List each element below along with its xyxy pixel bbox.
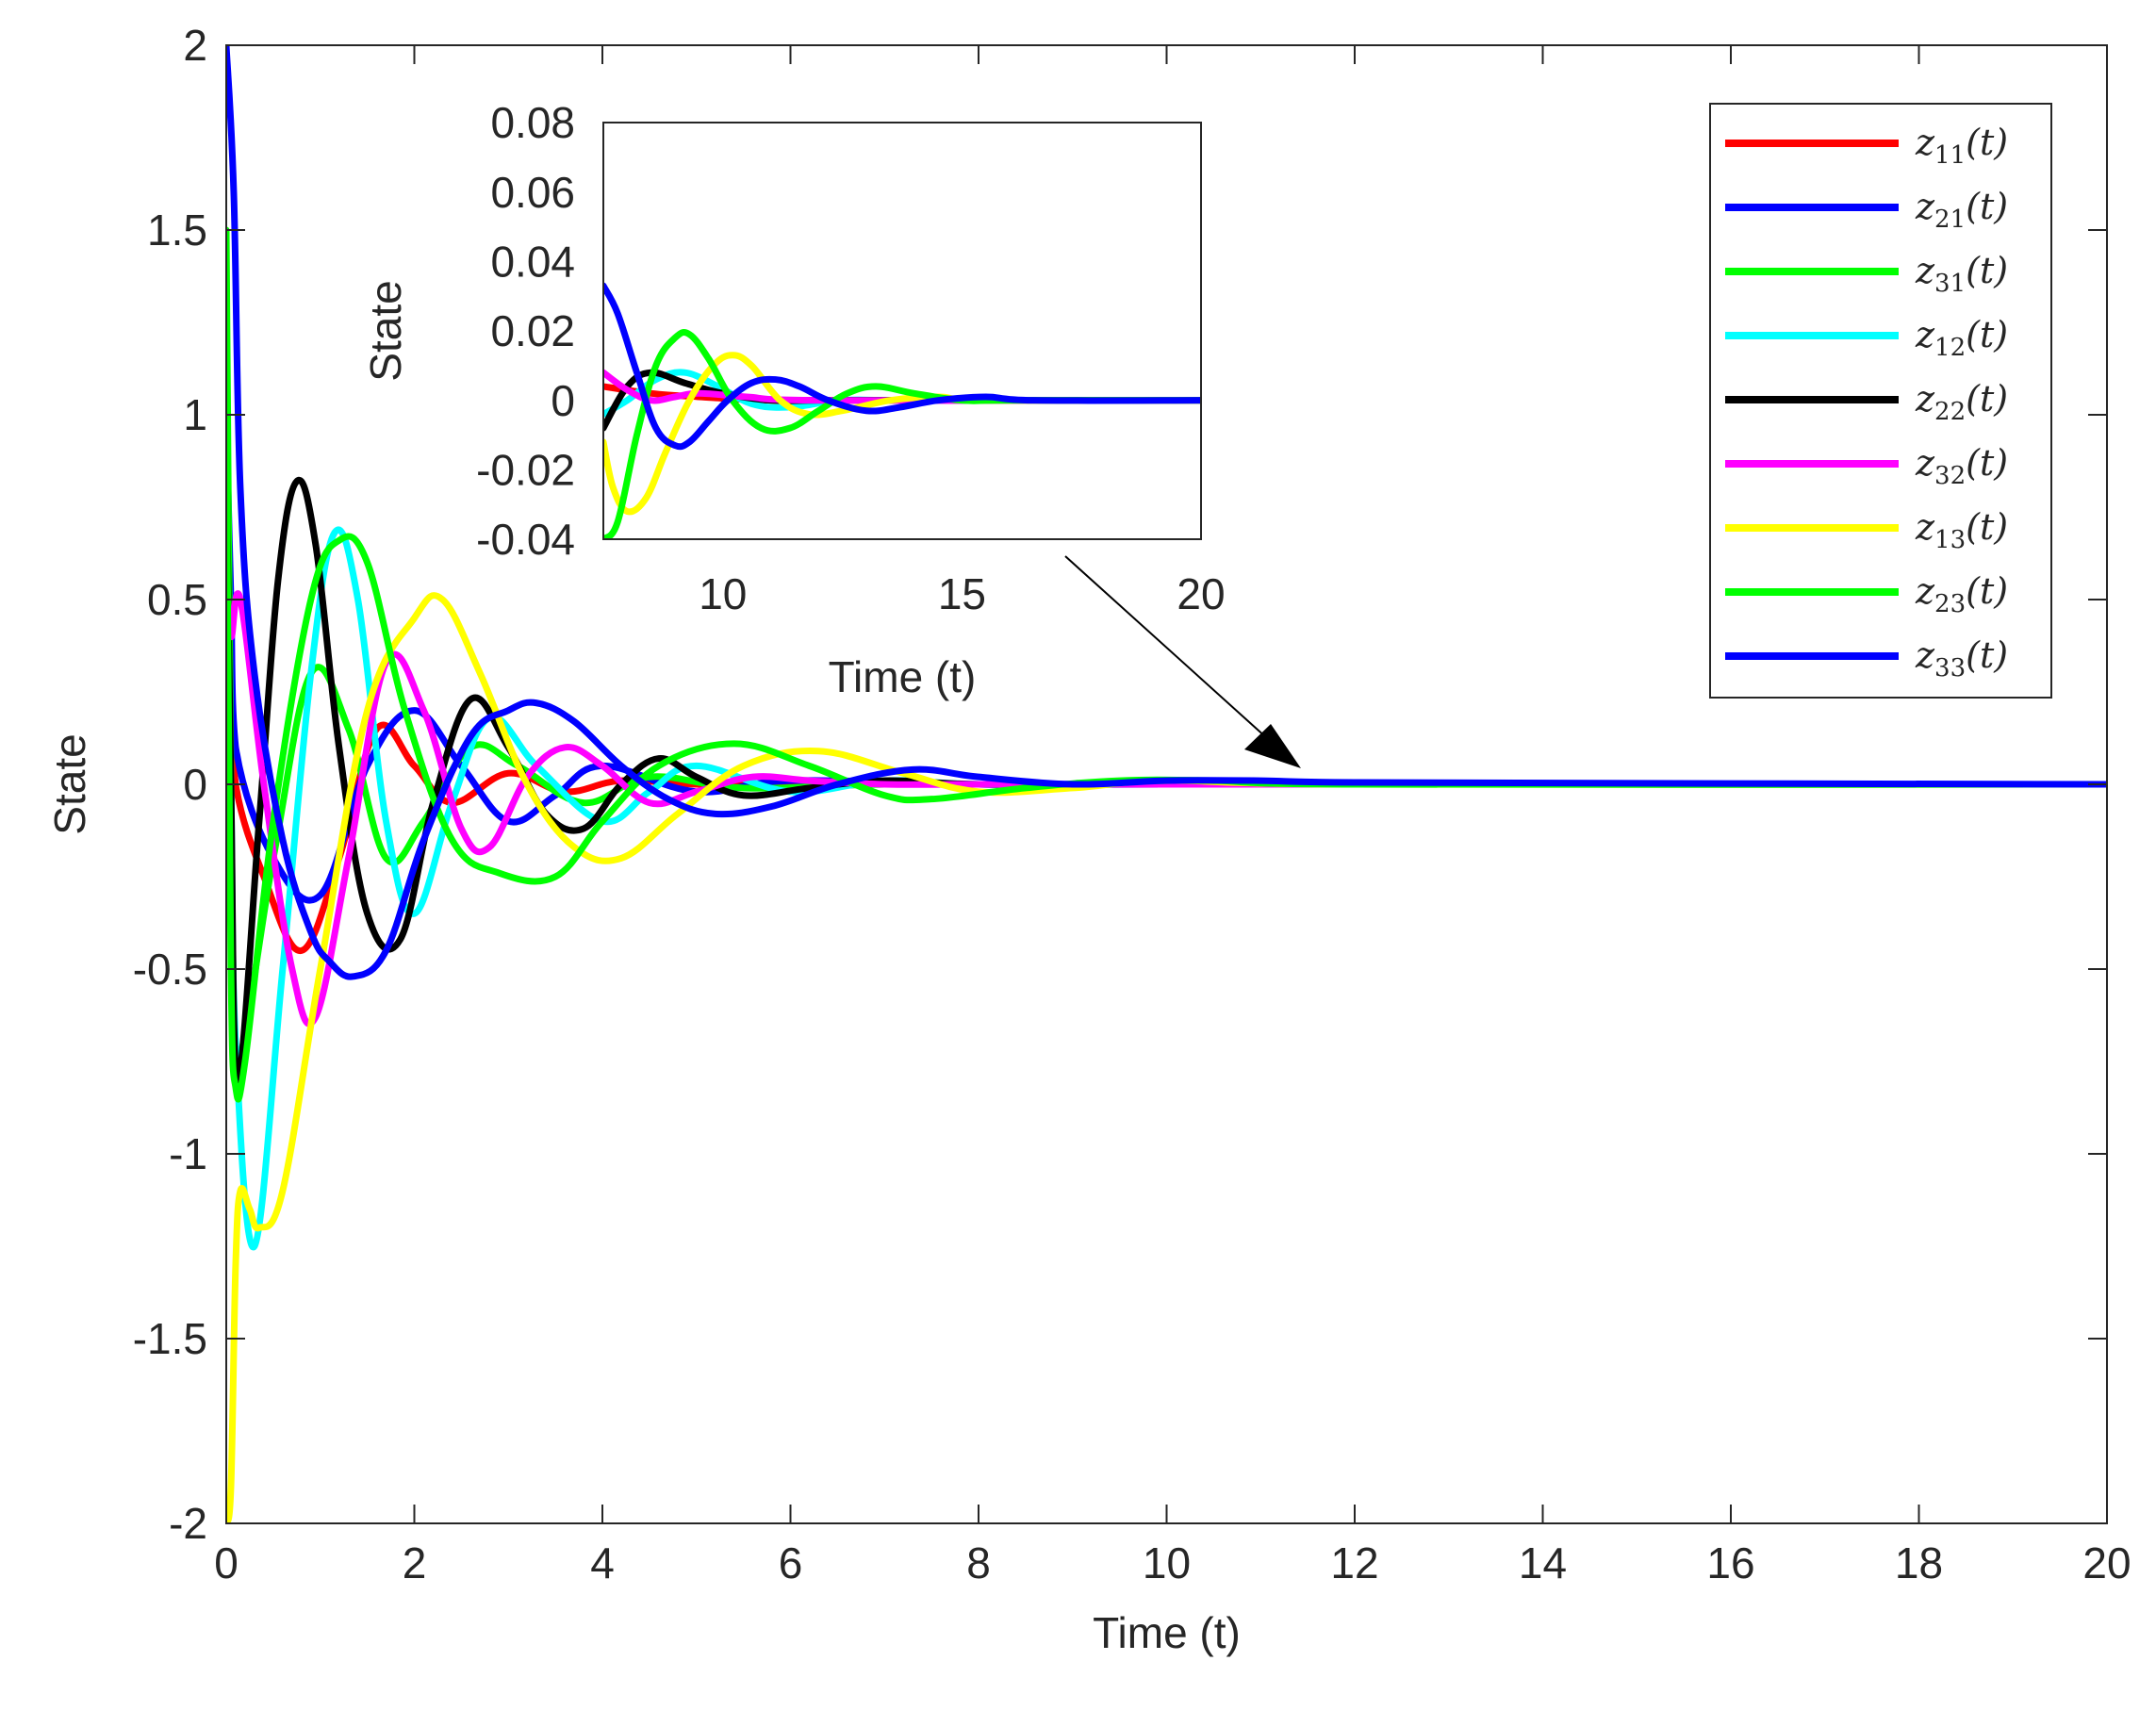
zoom-arrow (1064, 555, 1301, 768)
inset-y-tick-label: -0.04 (476, 515, 575, 564)
main-x-tick-label: 20 (2082, 1538, 2131, 1587)
inset-x-tick-label: 15 (938, 569, 986, 618)
inset-plot-area (603, 123, 1201, 539)
main-y-tick-label: 2 (183, 21, 207, 70)
main-x-tick-label: 8 (966, 1538, 991, 1587)
legend-item: z22(t) (1725, 378, 2008, 426)
inset-axes-box (602, 122, 1202, 540)
inset-y-tick-label: 0 (551, 376, 575, 425)
inset-y-tick-label: 0.02 (490, 306, 575, 355)
legend-item: z13(t) (1725, 506, 2008, 554)
main-series-lines (226, 45, 2107, 1523)
legend-item: z21(t) (1725, 186, 2008, 234)
main-y-tick-label: -0.5 (133, 945, 207, 994)
legend-item: z11(t) (1725, 122, 2008, 170)
legend-item: z12(t) (1725, 314, 2008, 362)
main-y-tick-label: 0.5 (147, 575, 207, 624)
main-x-tick-label: 2 (403, 1538, 427, 1587)
main-y-tick-label: -1.5 (133, 1314, 207, 1363)
inset-series-line-z33t (603, 282, 1201, 451)
legend-item: z32(t) (1725, 442, 2008, 490)
inset-x-axis-label: Time (t) (829, 652, 977, 701)
inset-y-tick-label: 0.06 (490, 168, 575, 217)
main-x-tick-label: 18 (1895, 1538, 1943, 1587)
main-x-tick-label: 4 (590, 1538, 615, 1587)
main-y-tick-label: -2 (169, 1499, 207, 1548)
legend-label: z21(t) (1915, 186, 2008, 234)
legend-label: z13(t) (1915, 506, 2008, 554)
inset-y-tick-label: 0.04 (490, 237, 575, 286)
inset-x-tick-label: 10 (699, 569, 747, 618)
legend-label: z32(t) (1915, 442, 2008, 490)
main-x-tick-label: 0 (214, 1538, 239, 1587)
inset-x-tick-label: 20 (1177, 569, 1225, 618)
main-y-tick-label: 1 (183, 390, 207, 439)
legend-label: z23(t) (1915, 570, 2008, 618)
main-y-tick-label: 0 (183, 760, 207, 809)
main-x-tick-label: 10 (1143, 1538, 1191, 1587)
main-x-tick-label: 14 (1519, 1538, 1567, 1587)
inset-series-lines (603, 282, 1201, 539)
main-x-axis-label: Time (t) (1093, 1608, 1241, 1657)
main-y-tick-label: -1 (169, 1129, 207, 1178)
legend-label: z22(t) (1915, 378, 2008, 426)
legend-label: z31(t) (1915, 250, 2008, 298)
legend-label: z11(t) (1915, 122, 2008, 170)
main-series-line-z33t (226, 45, 2107, 980)
main-series-line-z32t (226, 559, 2107, 1028)
main-x-tick-label: 16 (1706, 1538, 1754, 1587)
inset-y-tick-label: 0.08 (490, 98, 575, 147)
legend-label: z33(t) (1915, 634, 2008, 683)
inset-y-tick-label: -0.02 (476, 445, 575, 494)
main-x-tick-label: 12 (1330, 1538, 1378, 1587)
legend: z11(t) z21(t) z31(t) z12(t) z22(t) z32(t) z13(… (1709, 103, 2052, 699)
legend-item: z33(t) (1725, 634, 2008, 683)
zoom-arrow-head (1244, 724, 1301, 768)
main-y-tick-label: 1.5 (147, 206, 207, 255)
main-y-axis-label: State (45, 733, 94, 834)
inset-y-axis-label: State (361, 280, 410, 381)
legend-label: z12(t) (1915, 314, 2008, 362)
legend-item: z31(t) (1725, 250, 2008, 298)
inset-plot: 10 15 20 -0.04 -0.02 0 0.02 0.04 0.06 0.08 Time (t… (361, 98, 1226, 701)
legend-item: z23(t) (1725, 570, 2008, 618)
main-x-tick-label: 6 (779, 1538, 803, 1587)
